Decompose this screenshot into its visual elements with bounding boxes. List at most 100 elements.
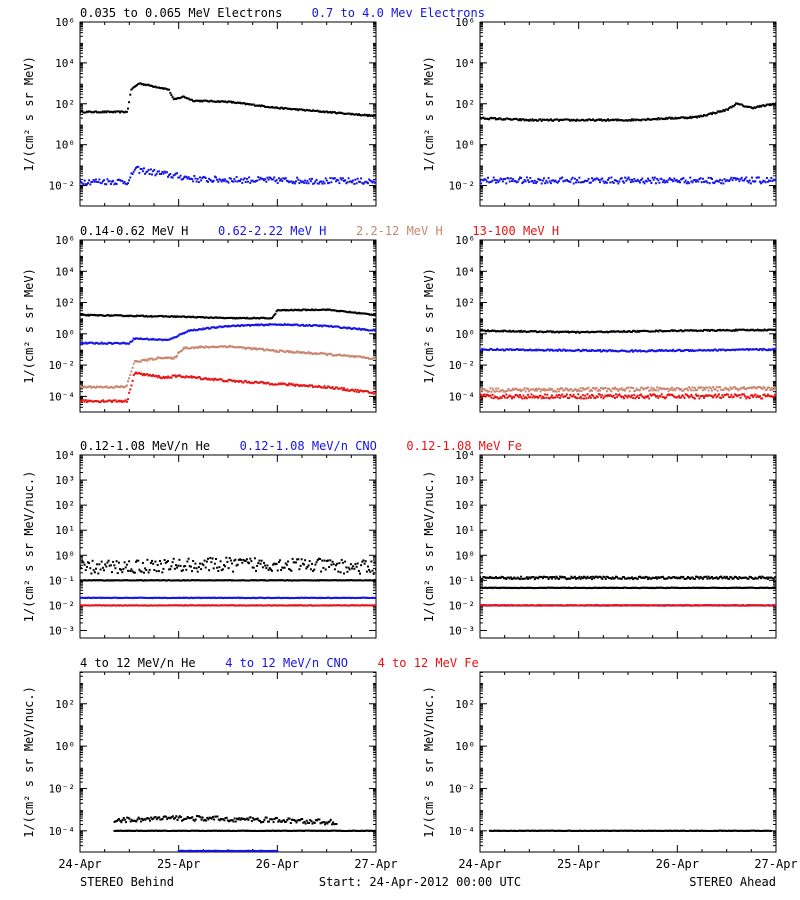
data-point (263, 561, 265, 564)
data-point (772, 328, 775, 331)
data-point (692, 329, 695, 332)
data-point (305, 182, 308, 185)
data-point (151, 315, 153, 318)
data-point (332, 111, 335, 114)
data-point (562, 389, 565, 392)
data-point (112, 560, 115, 563)
data-point (498, 348, 501, 351)
data-point (768, 348, 771, 351)
data-point (560, 394, 563, 397)
data-point (208, 177, 211, 180)
data-point (557, 394, 560, 396)
data-point (109, 385, 112, 388)
data-point (589, 119, 592, 122)
data-point (233, 178, 236, 181)
data-point (739, 348, 742, 351)
data-point (179, 579, 182, 582)
data-point (712, 329, 715, 332)
data-point (208, 327, 211, 330)
data-point (264, 382, 267, 384)
data-point (90, 181, 93, 183)
data-point (651, 393, 654, 396)
data-point (305, 352, 308, 355)
data-point (367, 356, 369, 359)
data-point (226, 560, 229, 563)
data-point (221, 100, 224, 103)
data-point (219, 100, 222, 103)
data-point (287, 384, 289, 387)
data-point (256, 179, 259, 182)
data-point (325, 179, 328, 182)
data-point (152, 315, 155, 318)
data-point (212, 567, 215, 570)
data-point (171, 374, 174, 377)
data-point (721, 110, 724, 113)
data-point (591, 330, 593, 333)
data-point (148, 597, 151, 600)
data-point (256, 348, 259, 351)
data-point (313, 182, 316, 185)
data-point (104, 314, 107, 317)
data-point (233, 324, 236, 327)
data-point (113, 596, 116, 599)
data-point (482, 179, 485, 182)
data-point (172, 336, 175, 339)
data-point (704, 349, 707, 352)
data-point (140, 372, 143, 375)
data-point (667, 350, 670, 352)
data-point (312, 570, 315, 572)
data-point (657, 396, 660, 399)
data-point (281, 566, 284, 569)
data-point (242, 102, 245, 105)
data-point (106, 342, 109, 345)
data-point (491, 117, 494, 120)
data-point (116, 386, 119, 389)
data-point (616, 330, 619, 333)
data-point (605, 350, 608, 353)
data-point (89, 341, 92, 344)
data-point (107, 399, 110, 402)
data-point (129, 373, 132, 376)
data-point (484, 348, 487, 351)
data-point (115, 341, 118, 344)
data-point (668, 394, 671, 397)
data-point (159, 604, 161, 607)
data-point (741, 179, 744, 182)
data-point (537, 387, 540, 390)
data-point (280, 323, 283, 326)
data-point (489, 394, 492, 397)
data-point (689, 176, 692, 179)
data-point (88, 385, 91, 388)
data-point (759, 395, 761, 398)
data-point (492, 348, 495, 351)
data-point (506, 177, 509, 179)
data-point (243, 597, 246, 600)
data-point (339, 571, 342, 574)
data-point (329, 597, 332, 600)
data-point (188, 597, 191, 600)
data-point (292, 323, 295, 326)
data-point (595, 386, 598, 389)
data-point (268, 106, 271, 109)
data-point (95, 567, 97, 570)
data-point (561, 393, 564, 396)
data-point (589, 181, 592, 184)
data-point (372, 356, 375, 359)
data-point (546, 393, 549, 396)
data-point (269, 568, 272, 571)
data-point (605, 395, 608, 398)
data-point (544, 393, 547, 396)
data-point (631, 118, 633, 121)
data-point (258, 317, 261, 320)
data-point (128, 391, 131, 394)
data-point (160, 338, 163, 341)
data-point (370, 329, 373, 332)
data-point (569, 119, 572, 122)
data-point (224, 565, 227, 568)
data-point (251, 179, 254, 182)
data-point (541, 349, 544, 352)
data-point (112, 111, 115, 114)
data-point (115, 560, 118, 563)
data-point (123, 180, 126, 183)
data-point (375, 392, 376, 395)
